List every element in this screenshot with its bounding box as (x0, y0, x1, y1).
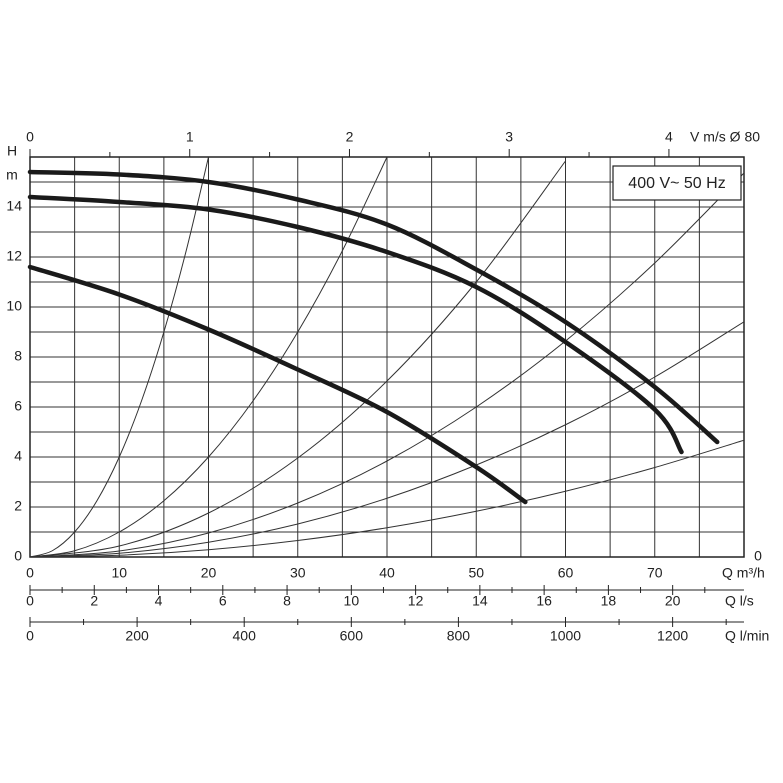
bottom-tick-label: 20 (665, 593, 681, 609)
bottom-tick-label: 200 (125, 628, 149, 644)
bottom-axis-label: Q l/min (725, 628, 769, 644)
bottom-axis-label: Q l/s (725, 593, 754, 609)
y-tick-label: 12 (6, 248, 22, 264)
curve (27, 169, 720, 445)
x-tick-label: 30 (290, 565, 306, 581)
y-tick-label: 10 (6, 298, 22, 314)
y-tick-label: 0 (14, 548, 22, 564)
curve (30, 172, 744, 557)
x-tick-label: 50 (468, 565, 484, 581)
curve (27, 194, 684, 455)
top-tick-label: 1 (186, 129, 194, 145)
top-tick-label: 2 (346, 129, 354, 145)
y-tick-label: 6 (14, 398, 22, 414)
x-tick-label: 40 (379, 565, 395, 581)
bottom-tick-label: 0 (26, 628, 34, 644)
curve (30, 157, 388, 557)
bottom-tick-label: 6 (219, 593, 227, 609)
curve (27, 264, 528, 505)
bottom-tick-label: 0 (26, 593, 34, 609)
y-tick-label: 2 (14, 498, 22, 514)
bottom-tick-label: 10 (344, 593, 360, 609)
bottom-tick-label: 400 (233, 628, 257, 644)
y-tick-label: 4 (14, 448, 22, 464)
curve (30, 157, 209, 557)
bottom-tick-label: 4 (155, 593, 163, 609)
bottom-tick-label: 600 (340, 628, 364, 644)
bottom-tick-label: 1000 (550, 628, 581, 644)
bottom-tick-label: 12 (408, 593, 424, 609)
bottom-tick-label: 14 (472, 593, 488, 609)
y-tick-label: 14 (6, 198, 22, 214)
annotation-box (612, 165, 742, 201)
x-tick-label: 10 (111, 565, 127, 581)
x-tick-label: 20 (201, 565, 217, 581)
x-tick-label: 70 (647, 565, 663, 581)
bottom-tick-label: 8 (283, 593, 291, 609)
x-tick-label: 60 (558, 565, 574, 581)
annotation: 400 V~ 50 Hz (628, 175, 725, 192)
right-label: 0 (754, 548, 762, 564)
y-label: H (7, 143, 17, 159)
bottom-tick-label: 800 (447, 628, 471, 644)
curve (30, 439, 744, 557)
top-tick-label: 4 (665, 129, 673, 145)
y-unit: m (6, 167, 18, 183)
top-axis-label: V m/s Ø 80 (690, 129, 760, 145)
curve (30, 321, 744, 557)
y-tick-label: 8 (14, 348, 22, 364)
top-tick-label: 3 (505, 129, 513, 145)
top-tick-label: 0 (26, 129, 34, 145)
bottom-tick-label: 2 (90, 593, 98, 609)
x-tick-label: 0 (26, 565, 34, 581)
bottom-tick-label: 18 (601, 593, 617, 609)
x-label: Q m³/h (722, 565, 765, 581)
bottom-tick-label: 1200 (657, 628, 688, 644)
bottom-tick-label: 16 (536, 593, 552, 609)
